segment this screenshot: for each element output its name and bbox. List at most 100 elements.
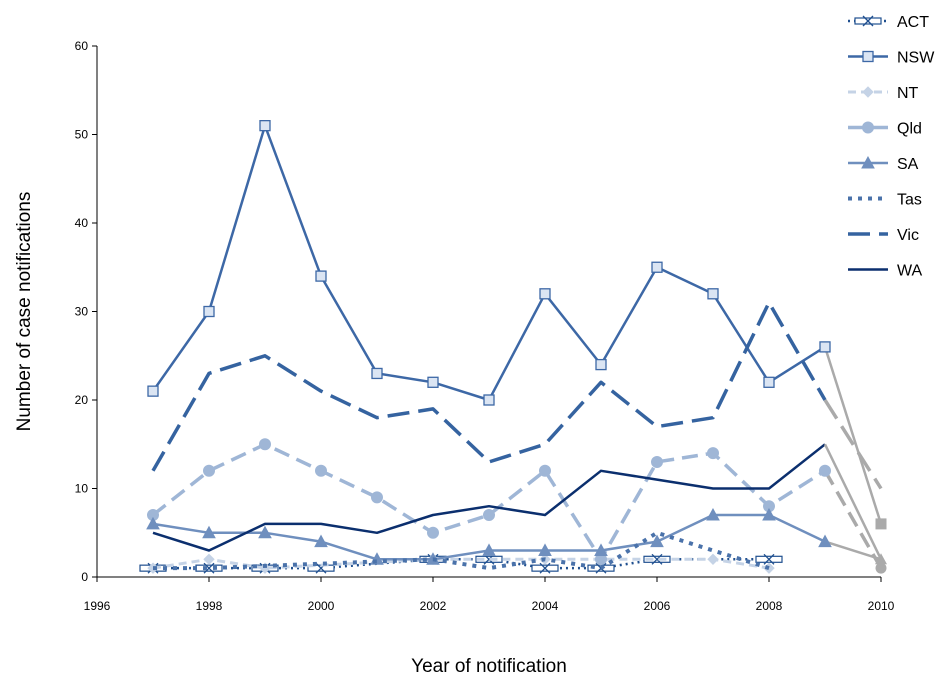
data-point-triangle — [650, 534, 664, 548]
data-point-circle — [819, 464, 831, 477]
legend-item-wa: WA — [848, 263, 923, 280]
legend-label: Vic — [897, 227, 919, 244]
legend-label: NSW — [897, 50, 935, 67]
data-point-cross — [862, 15, 874, 27]
data-point-circle — [707, 447, 719, 460]
data-point-diamond — [203, 553, 215, 566]
series-line-incomplete — [824, 540, 882, 561]
x-tick-label: 2010 — [868, 599, 895, 613]
series-wa — [152, 443, 883, 560]
data-point-triangle — [818, 534, 832, 548]
data-point-square — [651, 261, 663, 273]
data-point-square — [147, 385, 159, 397]
series-nsw — [147, 120, 887, 530]
data-point-square — [862, 50, 874, 63]
y-tick-label: 60 — [75, 39, 89, 53]
data-point-square — [819, 341, 831, 353]
x-tick-label: 2004 — [532, 599, 559, 613]
plot-area — [139, 120, 887, 574]
legend-item-nsw: NSW — [848, 50, 935, 67]
data-point-square — [203, 305, 215, 318]
series-qld — [147, 438, 887, 574]
data-point-circle — [483, 509, 495, 522]
legend-item-nt: NT — [848, 85, 919, 102]
data-point-cross — [651, 553, 663, 565]
data-point-square — [763, 376, 775, 388]
data-point-x — [755, 553, 783, 565]
data-point-x — [475, 553, 503, 565]
data-point-square — [371, 367, 383, 380]
data-point-diamond — [862, 86, 874, 98]
series-line — [151, 442, 826, 562]
y-tick-label: 0 — [81, 570, 88, 584]
data-point-triangle — [861, 155, 875, 169]
legend-label: Tas — [897, 192, 922, 209]
x-tick-label: 2008 — [756, 599, 783, 613]
legend-label: Qld — [897, 121, 922, 138]
x-tick-label: 2002 — [420, 599, 447, 613]
data-point-square — [259, 120, 271, 132]
data-point-triangle — [594, 543, 608, 556]
data-point-circle — [315, 464, 327, 477]
y-axis-title: Number of case notifications — [14, 192, 35, 432]
series-line-incomplete — [823, 443, 883, 560]
series-line — [151, 300, 827, 472]
series-sa — [146, 508, 887, 565]
series-line-incomplete — [823, 469, 883, 570]
legend-label: NT — [897, 85, 919, 102]
data-point-triangle — [258, 525, 272, 539]
y-tick-label: 20 — [75, 393, 89, 407]
data-point-circle — [259, 438, 271, 451]
data-point-triangle — [762, 508, 776, 521]
data-point-square — [595, 358, 607, 371]
data-point-circle — [203, 464, 215, 477]
data-point-square — [875, 518, 887, 530]
x-tick-label: 1996 — [84, 599, 111, 613]
series-nt — [147, 553, 775, 574]
series-tas — [153, 530, 770, 571]
data-point-triangle — [538, 543, 552, 556]
data-point-diamond — [259, 562, 271, 574]
legend-item-act: ACT — [848, 14, 929, 31]
data-point-x — [531, 562, 559, 574]
y-axis-ticks: 0 10 20 30 40 50 60 — [75, 39, 97, 584]
series-vic — [151, 300, 883, 490]
data-point-circle — [651, 455, 663, 468]
x-tick-label: 2006 — [644, 599, 671, 613]
data-point-square — [483, 394, 495, 406]
x-tick-label: 1998 — [196, 599, 223, 613]
data-point-square — [539, 288, 551, 300]
data-point-triangle — [314, 534, 328, 548]
data-point-cross — [539, 562, 551, 574]
series-line-incomplete — [823, 346, 883, 525]
data-point-circle — [875, 562, 887, 574]
legend: ACT NSW NT Qld SA Tas Vic WA — [848, 14, 935, 280]
data-point-x — [643, 553, 671, 565]
data-point-diamond — [707, 553, 719, 566]
series-line — [153, 530, 770, 571]
data-point-cross — [483, 553, 495, 565]
data-point-circle — [539, 464, 551, 477]
data-point-circle — [862, 121, 874, 134]
data-point-square — [707, 288, 719, 300]
y-tick-label: 30 — [75, 305, 89, 319]
data-point-square — [315, 270, 327, 282]
data-point-cross — [763, 553, 775, 565]
legend-item-vic: Vic — [848, 227, 919, 244]
data-point-circle — [371, 491, 383, 504]
data-point-triangle — [706, 508, 720, 521]
series-line-incomplete — [823, 399, 883, 490]
data-point-triangle — [202, 525, 216, 539]
data-point-triangle — [146, 516, 160, 530]
x-tick-label: 2000 — [308, 599, 335, 613]
legend-label: WA — [897, 263, 923, 280]
y-tick-label: 50 — [75, 128, 89, 142]
data-point-cross — [203, 562, 215, 574]
legend-item-qld: Qld — [848, 121, 922, 138]
data-point-square — [427, 376, 439, 388]
x-axis-title: Year of notification — [411, 656, 567, 677]
data-point-x — [854, 15, 882, 27]
legend-item-tas: Tas — [848, 192, 922, 209]
series-line — [152, 443, 826, 552]
